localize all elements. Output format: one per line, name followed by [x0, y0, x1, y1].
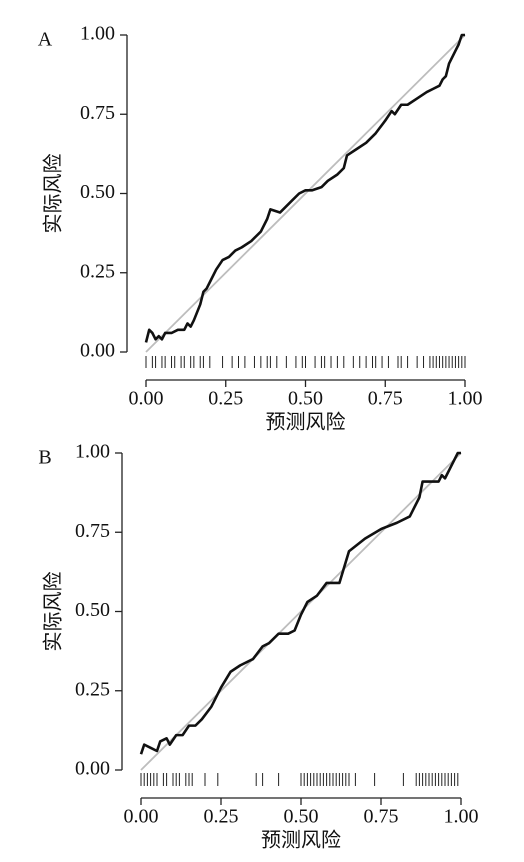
x-axis-title: 预测风险: [261, 829, 341, 852]
x-axis-title: 预测风险: [266, 411, 346, 434]
y-tick-label: 0.25: [75, 678, 110, 700]
x-tick-label: 1.00: [444, 806, 479, 828]
y-axis-title: 实际风险: [42, 572, 65, 652]
x-tick-label: 0.25: [204, 806, 239, 828]
y-tick-label: 0.75: [80, 102, 115, 124]
x-tick-label: 0.25: [208, 388, 243, 410]
calibration-line: [144, 33, 465, 343]
x-tick-label: 0.00: [124, 806, 159, 828]
y-tick-label: 1.00: [75, 441, 110, 463]
y-tick-label: 0.00: [75, 758, 110, 780]
x-tick-label: 0.75: [368, 388, 403, 410]
reference-line: [145, 34, 466, 353]
y-axis-title: 实际风险: [42, 154, 65, 234]
x-tick-label: 0.75: [364, 806, 399, 828]
y-tick-label: 0.25: [80, 260, 115, 282]
y-tick-label: 0.00: [80, 340, 115, 362]
reference-line: [140, 452, 462, 771]
y-tick-label: 0.50: [80, 181, 115, 203]
x-tick-label: 0.50: [284, 806, 319, 828]
x-tick-label: 1.00: [448, 388, 483, 410]
panel-label: A: [38, 29, 53, 51]
y-tick-label: 0.50: [75, 599, 110, 621]
x-tick-label: 0.00: [129, 388, 164, 410]
y-tick-label: 1.00: [80, 23, 115, 45]
x-tick-label: 0.50: [288, 388, 323, 410]
y-tick-label: 0.75: [75, 520, 110, 542]
panel-label: B: [38, 447, 51, 469]
calibration-line: [139, 451, 461, 755]
